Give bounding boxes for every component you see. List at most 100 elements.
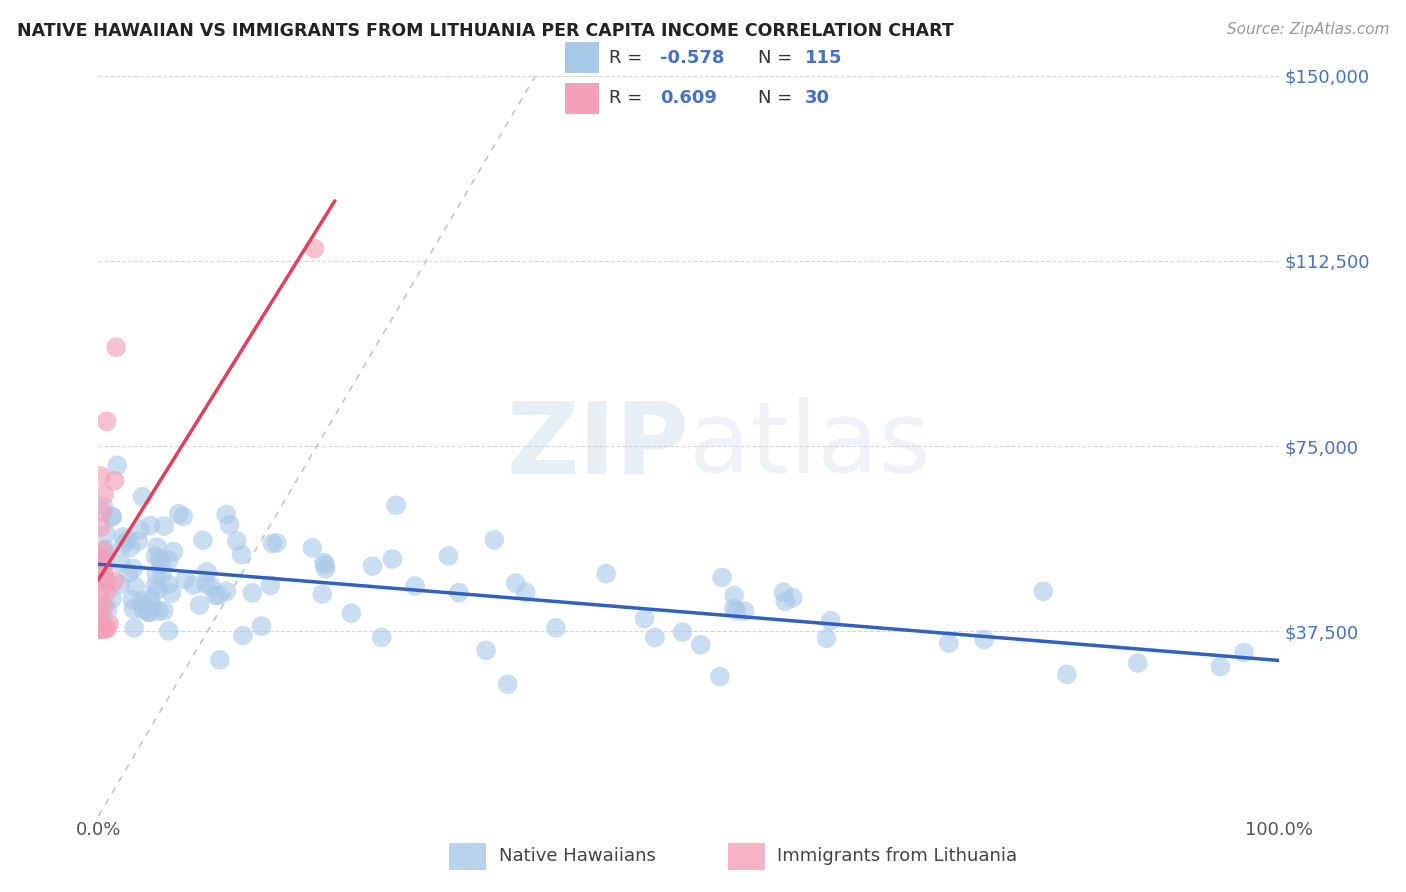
Point [772, 585, 794, 599]
Point [90, 583, 112, 598]
Text: NATIVE HAWAIIAN VS IMMIGRANTS FROM LITHUANIA PER CAPITA INCOME CORRELATION CHART: NATIVE HAWAIIAN VS IMMIGRANTS FROM LITHU… [17, 22, 953, 40]
Point [91, 505, 114, 519]
Point [148, 604, 170, 618]
Point [122, 561, 145, 575]
Point [633, 611, 655, 625]
Point [112, 537, 135, 551]
Point [91, 622, 114, 636]
Point [157, 624, 180, 638]
Point [101, 591, 124, 606]
Point [150, 557, 173, 571]
Point [132, 603, 155, 617]
Point [122, 621, 145, 635]
Text: Source: ZipAtlas.com: Source: ZipAtlas.com [1226, 22, 1389, 37]
Point [725, 604, 748, 618]
Point [112, 530, 135, 544]
FancyBboxPatch shape [565, 43, 599, 73]
Point [266, 535, 288, 549]
Point [93, 487, 115, 501]
Point [820, 614, 842, 628]
Text: R =: R = [609, 49, 648, 67]
Point [89, 622, 111, 636]
Point [311, 587, 333, 601]
Point [437, 549, 460, 563]
Point [121, 592, 143, 607]
Point [1233, 645, 1256, 659]
Text: atlas: atlas [689, 398, 931, 494]
Text: ZIP: ZIP [506, 398, 689, 494]
Point [150, 567, 173, 582]
Point [93, 565, 115, 579]
Point [1126, 656, 1149, 670]
Point [146, 582, 169, 597]
Point [174, 573, 197, 587]
Text: R =: R = [609, 89, 648, 107]
Point [689, 638, 711, 652]
Text: 115: 115 [806, 49, 842, 67]
Point [723, 589, 745, 603]
Point [231, 548, 253, 562]
Point [671, 625, 693, 640]
Point [103, 574, 125, 589]
Point [314, 558, 336, 572]
Point [361, 559, 384, 574]
Point [90, 469, 112, 483]
Point [89, 550, 111, 565]
Point [145, 549, 167, 564]
Point [259, 578, 281, 592]
Point [938, 636, 960, 650]
Point [93, 500, 115, 514]
Point [381, 552, 404, 566]
Point [110, 556, 132, 570]
Point [315, 562, 337, 576]
Point [120, 541, 142, 555]
Point [90, 610, 112, 624]
Point [167, 507, 190, 521]
Point [108, 577, 131, 591]
Point [91, 560, 114, 574]
Point [200, 579, 222, 593]
Point [122, 602, 145, 616]
Point [149, 552, 172, 566]
Point [90, 622, 112, 636]
Point [89, 622, 111, 636]
Point [709, 670, 731, 684]
Point [157, 577, 180, 591]
Point [644, 631, 666, 645]
Point [188, 598, 211, 612]
Point [195, 565, 218, 579]
Text: N =: N = [758, 49, 797, 67]
Point [153, 604, 176, 618]
Point [90, 622, 112, 636]
Point [404, 579, 426, 593]
Point [232, 629, 254, 643]
Point [131, 490, 153, 504]
Point [207, 588, 229, 602]
Point [145, 567, 167, 582]
Point [304, 242, 326, 256]
Point [595, 566, 617, 581]
Point [194, 577, 217, 591]
Point [143, 579, 166, 593]
Point [815, 632, 838, 646]
Point [105, 340, 128, 354]
Point [89, 617, 111, 632]
Point [215, 584, 238, 599]
Point [734, 604, 756, 618]
Point [505, 576, 527, 591]
Point [96, 574, 118, 588]
Point [1209, 659, 1232, 673]
FancyBboxPatch shape [728, 843, 765, 870]
Point [117, 533, 139, 547]
Point [131, 598, 153, 612]
Point [142, 600, 165, 615]
Point [93, 600, 115, 615]
Point [447, 585, 470, 599]
Point [191, 533, 214, 548]
Point [96, 585, 118, 599]
Point [131, 594, 153, 608]
Text: -0.578: -0.578 [659, 49, 724, 67]
Point [496, 677, 519, 691]
Point [98, 616, 121, 631]
Point [775, 594, 797, 608]
